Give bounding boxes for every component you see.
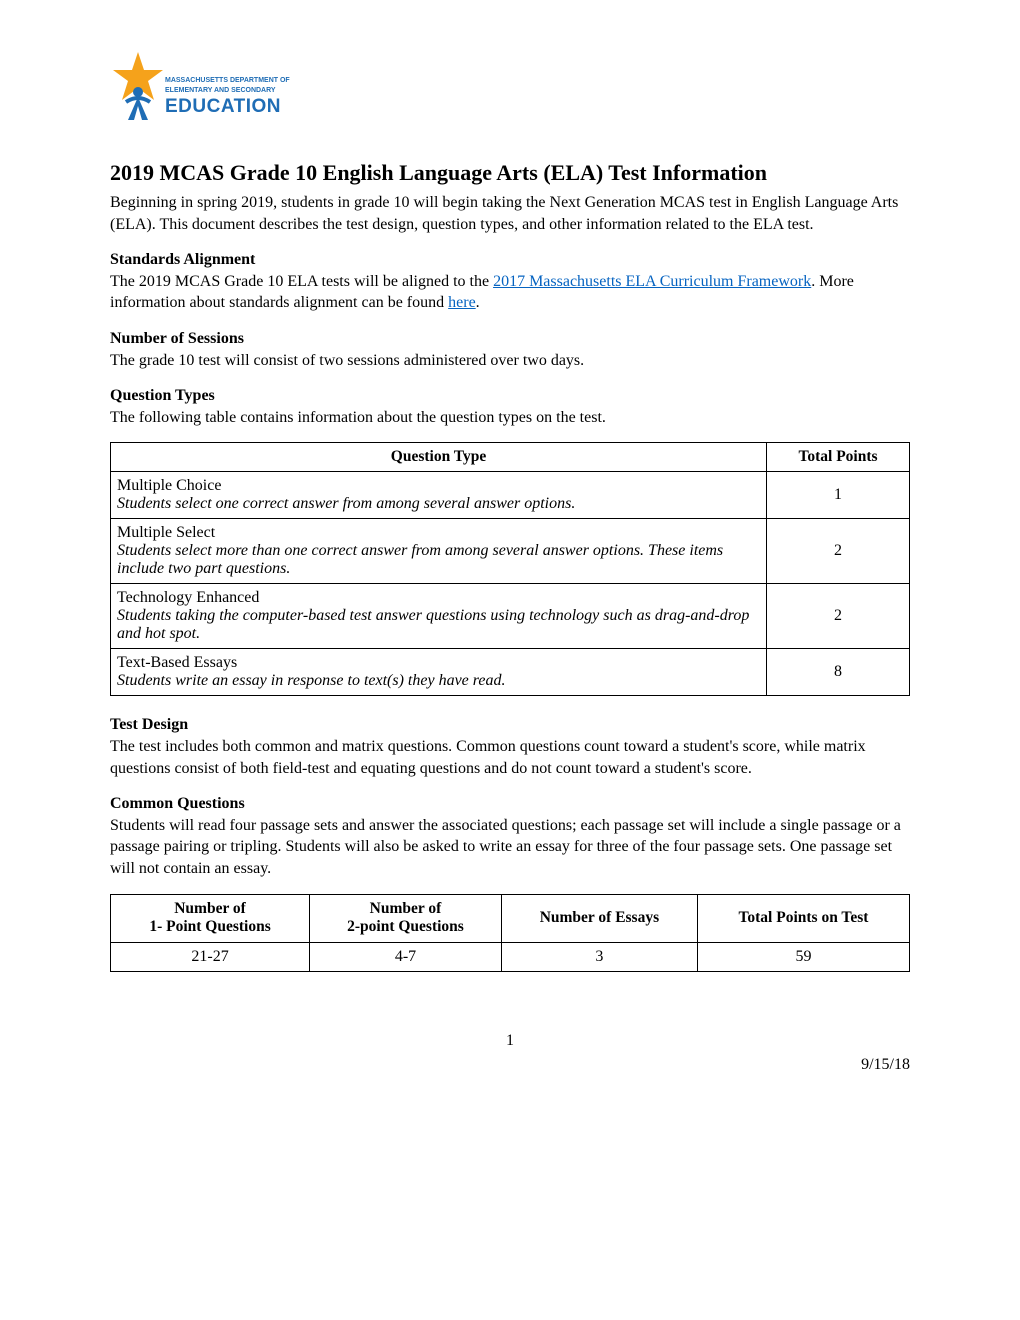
common-col-header-0: Number of1- Point Questions (111, 894, 310, 942)
qtypes-row: Technology Enhanced Students taking the … (111, 584, 910, 649)
qtypes-row: Multiple Select Students select more tha… (111, 519, 910, 584)
common-heading: Common Questions (110, 793, 910, 815)
footer-date: 9/15/18 (110, 1056, 910, 1074)
standards-heading: Standards Alignment (110, 249, 910, 271)
question-types-table: Question Type Total Points Multiple Choi… (110, 442, 910, 696)
logo-topline: MASSACHUSETTS DEPARTMENT OF (165, 77, 290, 84)
qtype-name: Multiple Select (117, 524, 760, 542)
standards-post: . (476, 294, 480, 311)
qtype-name: Text-Based Essays (117, 654, 760, 672)
testdesign-text: The test includes both common and matrix… (110, 736, 910, 779)
page-title: 2019 MCAS Grade 10 English Language Arts… (110, 160, 910, 186)
qtype-points: 2 (767, 584, 910, 649)
qtypes-row: Text-Based Essays Students write an essa… (111, 649, 910, 696)
framework-link[interactable]: 2017 Massachusetts ELA Curriculum Framew… (493, 273, 811, 290)
page-number: 1 (110, 1032, 910, 1050)
common-cell: 21-27 (111, 942, 310, 971)
qtype-points: 1 (767, 472, 910, 519)
testdesign-heading: Test Design (110, 714, 910, 736)
standards-pre: The 2019 MCAS Grade 10 ELA tests will be… (110, 273, 493, 290)
common-col-header-2: Number of Essays (501, 894, 697, 942)
common-questions-table: Number of1- Point Questions Number of2-p… (110, 894, 910, 972)
common-text: Students will read four passage sets and… (110, 815, 910, 880)
common-cell: 3 (501, 942, 697, 971)
qtype-name: Technology Enhanced (117, 589, 760, 607)
qtypes-col-header-0: Question Type (111, 443, 767, 472)
common-row: 21-27 4-7 3 59 (111, 942, 910, 971)
common-cell: 59 (697, 942, 909, 971)
qtype-points: 8 (767, 649, 910, 696)
sessions-heading: Number of Sessions (110, 328, 910, 350)
intro-paragraph: Beginning in spring 2019, students in gr… (110, 192, 910, 235)
common-col-header-1: Number of2-point Questions (310, 894, 502, 942)
logo-mainword: EDUCATION (165, 96, 281, 117)
qtype-desc: Students write an essay in response to t… (117, 672, 760, 690)
dept-education-logo: MASSACHUSETTS DEPARTMENT OF ELEMENTARY A… (110, 50, 910, 130)
qtypes-heading: Question Types (110, 385, 910, 407)
qtype-name: Multiple Choice (117, 477, 760, 495)
common-cell: 4-7 (310, 942, 502, 971)
sessions-text: The grade 10 test will consist of two se… (110, 350, 910, 372)
qtypes-row: Multiple Choice Students select one corr… (111, 472, 910, 519)
common-col-header-3: Total Points on Test (697, 894, 909, 942)
qtype-points: 2 (767, 519, 910, 584)
qtypes-col-header-1: Total Points (767, 443, 910, 472)
logo-midline: ELEMENTARY AND SECONDARY (165, 87, 276, 94)
qtypes-intro: The following table contains information… (110, 407, 910, 429)
qtype-desc: Students select more than one correct an… (117, 542, 760, 578)
standards-text: The 2019 MCAS Grade 10 ELA tests will be… (110, 271, 910, 314)
here-link[interactable]: here (448, 294, 476, 311)
qtype-desc: Students taking the computer-based test … (117, 607, 760, 643)
qtype-desc: Students select one correct answer from … (117, 495, 760, 513)
